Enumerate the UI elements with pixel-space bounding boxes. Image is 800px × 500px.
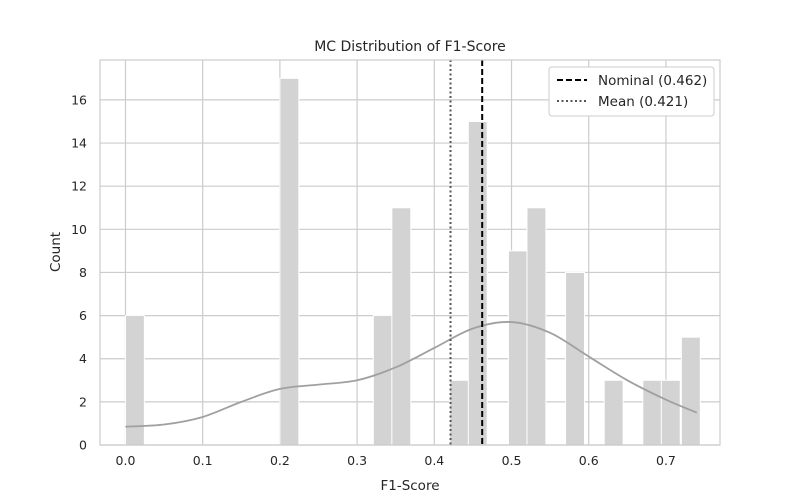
x-tick-label: 0.2 [270, 453, 290, 468]
y-tick-label: 2 [79, 394, 87, 409]
legend-nominal-label: Nominal (0.462) [598, 73, 707, 89]
legend-mean-label: Mean (0.421) [598, 94, 688, 110]
legend: Nominal (0.462) Mean (0.421) [548, 66, 715, 117]
histogram-bar [526, 207, 547, 446]
x-tick-labels: 0.0 0.1 0.2 0.3 0.4 0.5 0.6 0.7 [116, 453, 676, 468]
kde-curve-group [125, 321, 698, 428]
y-tick-label: 14 [71, 136, 87, 151]
x-tick-label: 0.7 [656, 453, 676, 468]
reference-lines [449, 60, 484, 445]
histogram-bar [372, 315, 393, 446]
x-tick-label: 0.6 [579, 453, 599, 468]
x-tick-label: 0.3 [347, 453, 367, 468]
histogram-bar [449, 379, 470, 446]
x-axis-label: F1-Score [380, 478, 439, 494]
y-tick-label: 10 [71, 222, 87, 237]
histogram-bar [391, 207, 412, 446]
y-tick-label: 6 [79, 308, 87, 323]
y-tick-label: 8 [79, 265, 87, 280]
histogram-bar [603, 379, 624, 446]
histogram-bar [660, 379, 681, 446]
y-tick-labels: 0 2 4 6 8 10 12 14 16 [71, 92, 87, 452]
x-tick-label: 0.5 [502, 453, 522, 468]
histogram-bar [467, 120, 488, 446]
plot-frame [99, 59, 721, 446]
chart-title: MC Distribution of F1-Score [314, 39, 506, 55]
y-tick-label: 4 [79, 351, 87, 366]
histogram-bar [565, 271, 585, 446]
kde-curve [125, 321, 698, 428]
legend-box [548, 66, 715, 117]
y-tick-label: 16 [71, 92, 87, 107]
y-tick-label: 12 [71, 179, 87, 194]
x-tick-label: 0.4 [424, 453, 444, 468]
histogram-bar [680, 336, 701, 446]
x-tick-label: 0.0 [116, 453, 136, 468]
x-tick-label: 0.1 [193, 453, 213, 468]
y-tick-label: 0 [79, 438, 87, 453]
y-axis-label: Count [48, 232, 64, 272]
histogram-bar [507, 250, 528, 446]
histogram-bar [279, 77, 300, 446]
